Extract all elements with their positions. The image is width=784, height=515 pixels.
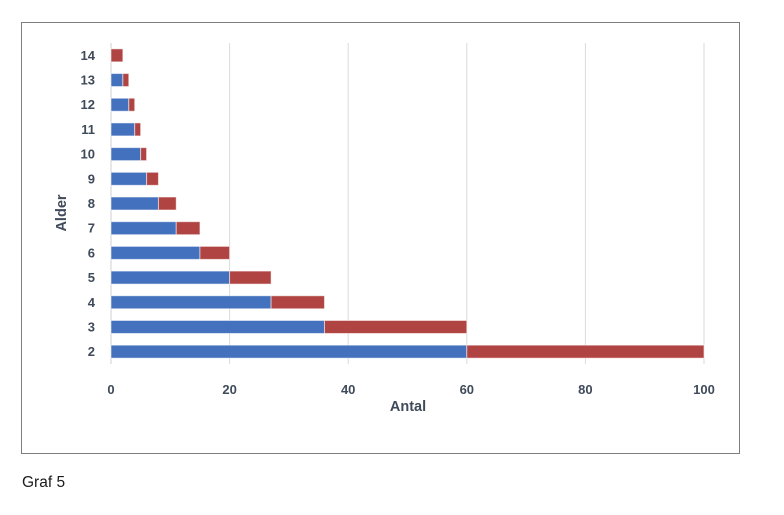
y-category-label: 12 [81, 97, 95, 112]
bar-segment-red [323, 319, 468, 334]
bar-segment-red [270, 295, 325, 310]
figure-caption: Graf 5 [22, 474, 66, 491]
bar-segment-red [175, 221, 201, 236]
x-tick-label: 0 [107, 382, 114, 397]
bar-segment-red [110, 48, 124, 63]
y-category-label: 9 [88, 171, 95, 186]
y-category-label: 8 [88, 196, 95, 211]
x-tick-label: 100 [693, 382, 715, 397]
y-category-label: 6 [88, 245, 95, 260]
y-category-label: 7 [88, 221, 95, 236]
bar-segment-blue [110, 73, 124, 88]
y-category-label: 13 [81, 73, 95, 88]
bar-segment-blue [110, 97, 130, 112]
chart-frame: 0 20 40 60 80 100 14 13 12 11 10 9 8 7 6 5 4 3 2 Alder Ant… [21, 22, 740, 454]
y-category-label: 11 [81, 122, 95, 137]
bar-segment-red [134, 122, 142, 137]
bar-segment-red [140, 147, 148, 162]
x-tick-label: 20 [222, 382, 236, 397]
bar-segment-blue [110, 122, 136, 137]
bar-segment-blue [110, 270, 231, 285]
y-category-label: 2 [88, 344, 95, 359]
bar-segment-blue [110, 319, 325, 334]
y-category-label: 3 [88, 319, 95, 334]
bar-segment-red [466, 344, 705, 359]
bar-segment-blue [110, 245, 201, 260]
bar-segment-red [146, 171, 159, 186]
bar-segment-blue [110, 147, 142, 162]
bar-segment-red [157, 196, 177, 211]
chart-plot-area: 0 20 40 60 80 100 14 13 12 11 10 9 8 7 6 5 4 3 2 [81, 43, 715, 397]
y-category-label: 4 [88, 295, 96, 310]
x-tick-label: 80 [578, 382, 592, 397]
y-axis-title: Alder [54, 194, 70, 232]
x-tick-label: 60 [460, 382, 474, 397]
y-category-label: 10 [81, 147, 95, 162]
bar-segment-red [128, 97, 136, 112]
x-axis-title: Antal [389, 399, 427, 415]
bar-segment-blue [110, 196, 159, 211]
bar-segment-red [229, 270, 272, 285]
y-category-label: 5 [88, 270, 95, 285]
bar-segment-red [122, 73, 130, 88]
bar-segment-blue [110, 221, 177, 236]
y-category-label: 14 [81, 48, 96, 63]
x-tick-label: 40 [341, 382, 355, 397]
bar-segment-blue [110, 171, 148, 186]
bar-segment-red [199, 245, 231, 260]
bar-segment-blue [110, 344, 468, 359]
bar-segment-blue [110, 295, 272, 310]
